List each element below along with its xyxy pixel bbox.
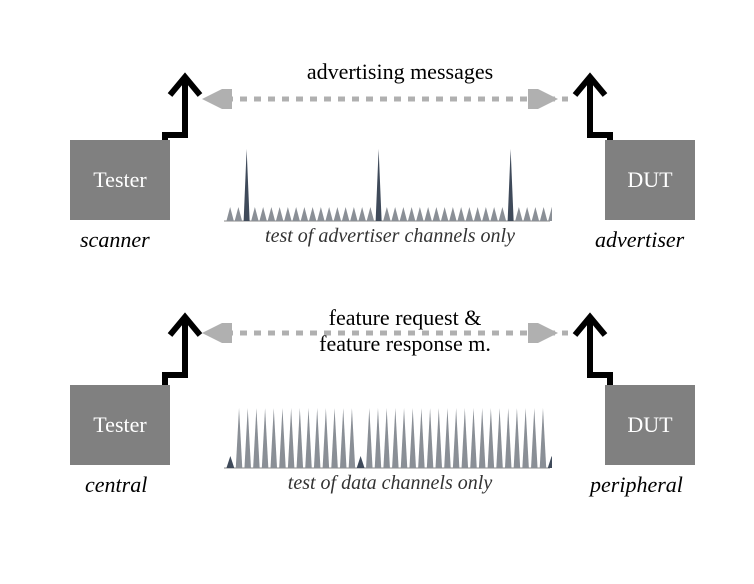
scenario-feature: feature request & feature response m. Te… (0, 305, 754, 535)
bidirectional-arrow-top (200, 89, 580, 109)
tester-box-top: Tester (70, 140, 170, 220)
msg-label-top: advertising messages (250, 59, 550, 85)
dut-box-top: DUT (605, 140, 695, 220)
dut-box-bottom: DUT (605, 385, 695, 465)
role-left-bottom: central (85, 472, 147, 498)
tester-box-bottom: Tester (70, 385, 170, 465)
role-right-top: advertiser (595, 227, 684, 253)
caption-top: test of advertiser channels only (230, 225, 550, 248)
tester-label: Tester (93, 412, 146, 438)
tester-label: Tester (93, 167, 146, 193)
dut-label: DUT (627, 412, 672, 438)
scenario-advertising: advertising messages Tester DUT scanner … (0, 55, 754, 285)
role-right-bottom: peripheral (590, 472, 683, 498)
spectrum-data (222, 385, 552, 470)
caption-bottom: test of data channels only (230, 472, 550, 495)
spectrum-advertiser (222, 133, 552, 223)
bidirectional-arrow-bottom (200, 323, 580, 343)
msg-text: advertising messages (307, 59, 493, 84)
role-left-top: scanner (80, 227, 150, 253)
dut-label: DUT (627, 167, 672, 193)
